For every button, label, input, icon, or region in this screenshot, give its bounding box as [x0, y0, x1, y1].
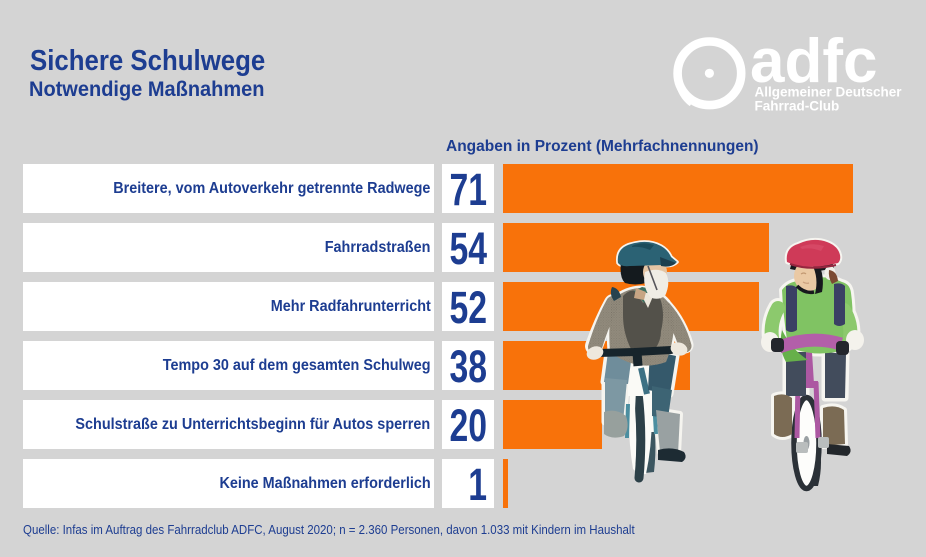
- svg-text:adfc: adfc: [750, 27, 877, 96]
- svg-text:Fahrrad-Club: Fahrrad-Club: [755, 99, 840, 114]
- svg-text:Allgemeiner Deutscher: Allgemeiner Deutscher: [755, 85, 903, 100]
